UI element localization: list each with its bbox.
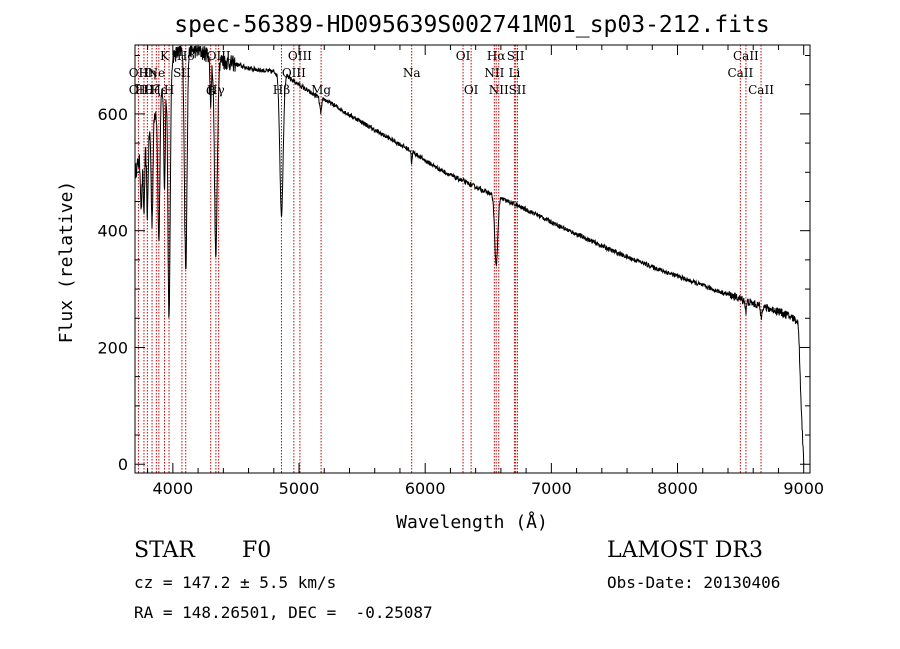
marker-label: OIII [288, 49, 312, 63]
marker-label: Hε [151, 83, 168, 97]
marker-label: Li [508, 66, 520, 80]
marker-label: NII [489, 83, 509, 97]
marker-label: SII [509, 83, 527, 97]
marker-label: OI [456, 49, 471, 63]
y-tick-label: 600 [97, 105, 128, 124]
marker-label: NII [484, 66, 504, 80]
x-tick-label: 7000 [531, 479, 572, 498]
line-marker-labels: OIIOIIHθHηHζNeHεKHSIIHδGHγOIIIHβOIIIOIII… [129, 49, 774, 98]
marker-label: OIII [282, 66, 306, 80]
coordinates-readout: RA = 148.26501, DEC = -0.25087 [134, 603, 433, 622]
y-axis-label: Flux (relative) [56, 181, 77, 344]
x-axis-label: Wavelength (Å) [396, 511, 548, 533]
marker-label: Hζ [144, 83, 161, 97]
marker-label: SII [173, 66, 191, 80]
redshift-readout: cz = 147.2 ± 5.5 km/s [134, 573, 337, 592]
marker-label: Hη [139, 66, 157, 80]
spectrum-line [134, 45, 805, 464]
x-axis: 4000 5000 6000 7000 8000 9000 [147, 45, 824, 498]
plot-frame [134, 44, 811, 474]
marker-label: OII [129, 83, 149, 97]
chart-title: spec-56389-HD095639S002741M01_sp03-212.f… [174, 12, 769, 38]
survey-name: LAMOST DR3 [607, 538, 763, 563]
marker-label: Hα [487, 49, 506, 63]
marker-label: K [160, 49, 170, 63]
y-tick-label: 400 [97, 222, 128, 241]
x-tick-label: 8000 [657, 479, 698, 498]
x-tick-label: 9000 [783, 479, 824, 498]
marker-label: OI [464, 83, 479, 97]
x-tick-label: 4000 [152, 479, 193, 498]
marker-label: SII [507, 49, 525, 63]
y-axis: 0 200 400 600 [97, 55, 810, 474]
marker-label: Na [403, 66, 421, 80]
marker-label: CaII [748, 83, 774, 97]
y-tick-label: 200 [97, 338, 128, 357]
marker-label: Ne [148, 66, 166, 80]
line-markers [137, 45, 762, 473]
obs-date: Obs-Date: 20130406 [607, 573, 781, 592]
spectrum-chart: spec-56389-HD095639S002741M01_sp03-212.f… [56, 12, 824, 533]
marker-label: Hβ [273, 83, 290, 97]
x-tick-label: 6000 [405, 479, 446, 498]
y-tick-label: 0 [118, 455, 128, 474]
marker-label: CaII [727, 66, 753, 80]
marker-label: Hθ [135, 83, 153, 97]
object-class: STAR [134, 538, 195, 563]
subclass: F0 [242, 538, 272, 563]
marker-label: OII [129, 66, 149, 80]
marker-label: H [164, 83, 174, 97]
x-tick-label: 5000 [279, 479, 320, 498]
marker-label: CaII [733, 49, 759, 63]
